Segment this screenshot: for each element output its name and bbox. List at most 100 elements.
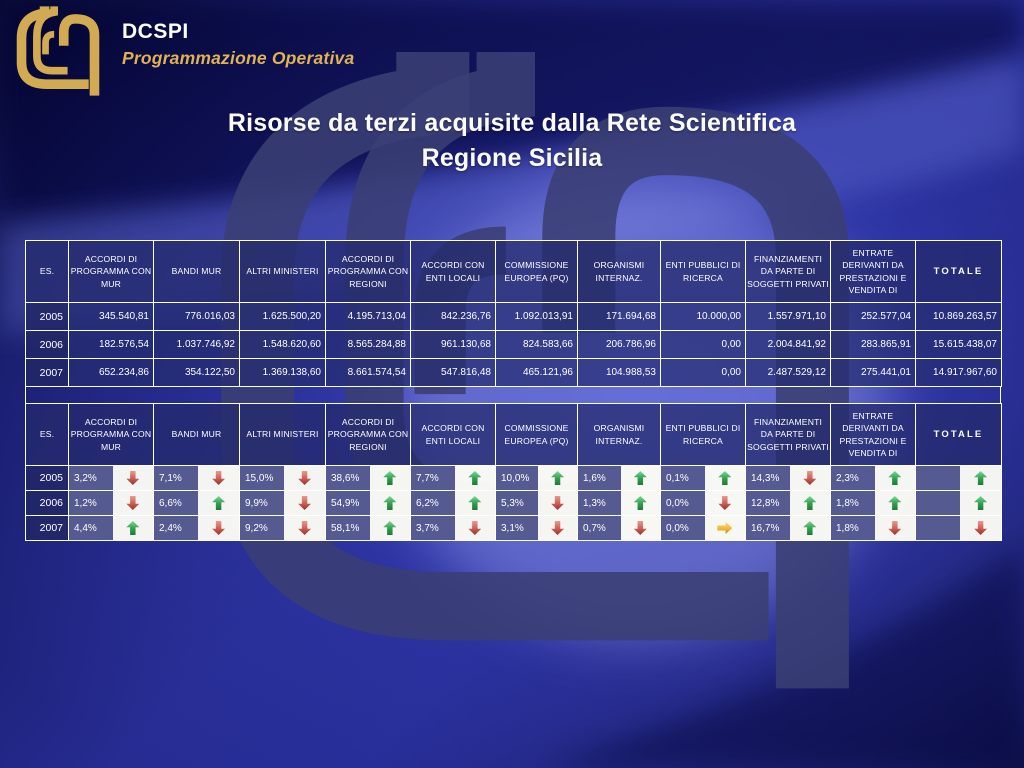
- percent-box: 0,0%: [661, 491, 705, 515]
- amount-cell: 1.625.500,20: [239, 302, 326, 331]
- trend-cell: 5,3%: [495, 490, 578, 516]
- trend-cell: 2,4%: [153, 515, 240, 541]
- column-header: TOTALE: [915, 403, 1002, 466]
- amount-cell: 465.121,96: [495, 358, 578, 387]
- percent-box: 3,7%: [411, 516, 455, 540]
- trend-cell: 6,2%: [410, 490, 496, 516]
- percent-box: 58,1%: [326, 516, 370, 540]
- trend-cell: 7,1%: [153, 465, 240, 491]
- cnr-logo: [16, 6, 100, 96]
- column-header: TOTALE: [915, 240, 1002, 303]
- trends-header-row: ES. ACCORDI DI PROGRAMMA CON MUR BANDI MUR…: [25, 403, 1002, 466]
- year-cell: 2005: [25, 465, 69, 491]
- trends-row: 2006 1,2% 6,6% 9,9% 54,9% 6,2% 5,3% 1,3% 0,0% 12,…: [25, 490, 1002, 516]
- trend-cell: 1,2%: [68, 490, 154, 516]
- trend-up-arrow-icon: [718, 471, 732, 485]
- trend-cell: 2,3%: [830, 465, 916, 491]
- column-header: ENTRATE DERIVANTI DA PRESTAZIONI E VENDI…: [830, 403, 916, 466]
- trend-down-arrow-icon: [126, 496, 140, 510]
- trend-up-arrow-icon: [888, 496, 902, 510]
- trend-up-arrow-icon: [212, 496, 226, 510]
- trend-cell: 3,7%: [410, 515, 496, 541]
- trend-down-arrow-icon: [126, 471, 140, 485]
- trend-cell: 3,1%: [495, 515, 578, 541]
- column-header: FINANZIAMENTI DA PARTE DI SOGGETTI PRIVA…: [745, 403, 831, 466]
- column-header: ACCORDI DI PROGRAMMA CON MUR: [68, 240, 154, 303]
- column-header: BANDI MUR: [153, 240, 240, 303]
- trend-cell: 6,6%: [153, 490, 240, 516]
- percent-box: [916, 466, 961, 490]
- column-header: FINANZIAMENTI DA PARTE DI SOGGETTI PRIVA…: [745, 240, 831, 303]
- trend-cell: 10,0%: [495, 465, 578, 491]
- trend-cell: [915, 465, 1002, 491]
- trend-down-arrow-icon: [803, 471, 817, 485]
- trend-cell: 1,3%: [577, 490, 661, 516]
- trend-up-arrow-icon: [803, 521, 817, 535]
- column-header: COMMISSIONE EUROPEA (PQ): [495, 240, 578, 303]
- amount-cell: 1.548.620,60: [239, 330, 326, 359]
- amount-cell: 10.000,00: [660, 302, 746, 331]
- column-header: ACCORDI DI PROGRAMMA CON REGIONI: [325, 240, 411, 303]
- amount-cell: 652.234,86: [68, 358, 154, 387]
- percent-box: 1,6%: [578, 466, 621, 490]
- column-header: ES.: [25, 403, 69, 466]
- amount-cell: 8.661.574,54: [325, 358, 411, 387]
- amount-cell: 15.615.438,07: [915, 330, 1002, 359]
- trend-cell: 4,4%: [68, 515, 154, 541]
- column-header: ENTI PUBBLICI DI RICERCA: [660, 240, 746, 303]
- amounts-row: 2007 652.234,86 354.122,50 1.369.138,60 8.66…: [25, 358, 1002, 387]
- trend-cell: 0,0%: [660, 490, 746, 516]
- trend-down-arrow-icon: [633, 521, 647, 535]
- amount-cell: 275.441,01: [830, 358, 916, 387]
- percent-box: 0,1%: [661, 466, 705, 490]
- amount-cell: 345.540,81: [68, 302, 154, 331]
- tables-area: ES. ACCORDI DI PROGRAMMA CON MUR BANDI MUR…: [25, 240, 1002, 541]
- year-cell: 2005: [25, 302, 69, 331]
- percent-box: 5,3%: [496, 491, 539, 515]
- amount-cell: 206.786,96: [577, 330, 661, 359]
- trend-cell: 3,2%: [68, 465, 154, 491]
- percent-box: 12,8%: [746, 491, 790, 515]
- column-header: ACCORDI CON ENTI LOCALI: [410, 403, 496, 466]
- trend-cell: 12,8%: [745, 490, 831, 516]
- percent-box: 54,9%: [326, 491, 370, 515]
- percent-box: 0,0%: [661, 516, 705, 540]
- trend-cell: [915, 515, 1002, 541]
- percent-box: 10,0%: [496, 466, 539, 490]
- trend-down-arrow-icon: [551, 496, 565, 510]
- trend-up-arrow-icon: [888, 471, 902, 485]
- column-header: ACCORDI CON ENTI LOCALI: [410, 240, 496, 303]
- year-cell: 2006: [25, 490, 69, 516]
- trend-cell: 0,7%: [577, 515, 661, 541]
- trend-cell: 9,9%: [239, 490, 326, 516]
- amounts-row: 2006 182.576,54 1.037.746,92 1.548.620,60 8.…: [25, 330, 1002, 359]
- percent-box: 6,6%: [154, 491, 199, 515]
- column-header: ALTRI MINISTERI: [239, 240, 326, 303]
- amount-cell: 0,00: [660, 358, 746, 387]
- amounts-row: 2005 345.540,81 776.016,03 1.625.500,20 4.19…: [25, 302, 1002, 331]
- org-acronym: DCSPI: [122, 20, 189, 43]
- column-header: ENTRATE DERIVANTI DA PRESTAZIONI E VENDI…: [830, 240, 916, 303]
- percent-box: 4,4%: [69, 516, 113, 540]
- trend-cell: 15,0%: [239, 465, 326, 491]
- amount-cell: 8.565.284,88: [325, 330, 411, 359]
- trend-up-arrow-icon: [974, 471, 988, 485]
- percent-box: [916, 516, 961, 540]
- trends-table: ES. ACCORDI DI PROGRAMMA CON MUR BANDI MUR…: [25, 403, 1002, 541]
- amount-cell: 1.557.971,10: [745, 302, 831, 331]
- column-header: BANDI MUR: [153, 403, 240, 466]
- slide-title: Risorse da terzi acquisite dalla Rete Sc…: [40, 106, 984, 176]
- trend-right-arrow-icon: [717, 522, 733, 534]
- trends-row: 2005 3,2% 7,1% 15,0% 38,6% 7,7% 10,0% 1,6% 0,1% 1…: [25, 465, 1002, 491]
- slide-title-line2: Regione Sicilia: [421, 144, 603, 172]
- trend-down-arrow-icon: [298, 521, 312, 535]
- column-header: ORGANISMI INTERNAZ.: [577, 403, 661, 466]
- amount-cell: 10.869.263,57: [915, 302, 1002, 331]
- percent-box: [916, 491, 961, 515]
- percent-box: 15,0%: [240, 466, 285, 490]
- amount-cell: 0,00: [660, 330, 746, 359]
- percent-box: 14,3%: [746, 466, 790, 490]
- percent-box: 1,8%: [831, 516, 875, 540]
- percent-box: 6,2%: [411, 491, 455, 515]
